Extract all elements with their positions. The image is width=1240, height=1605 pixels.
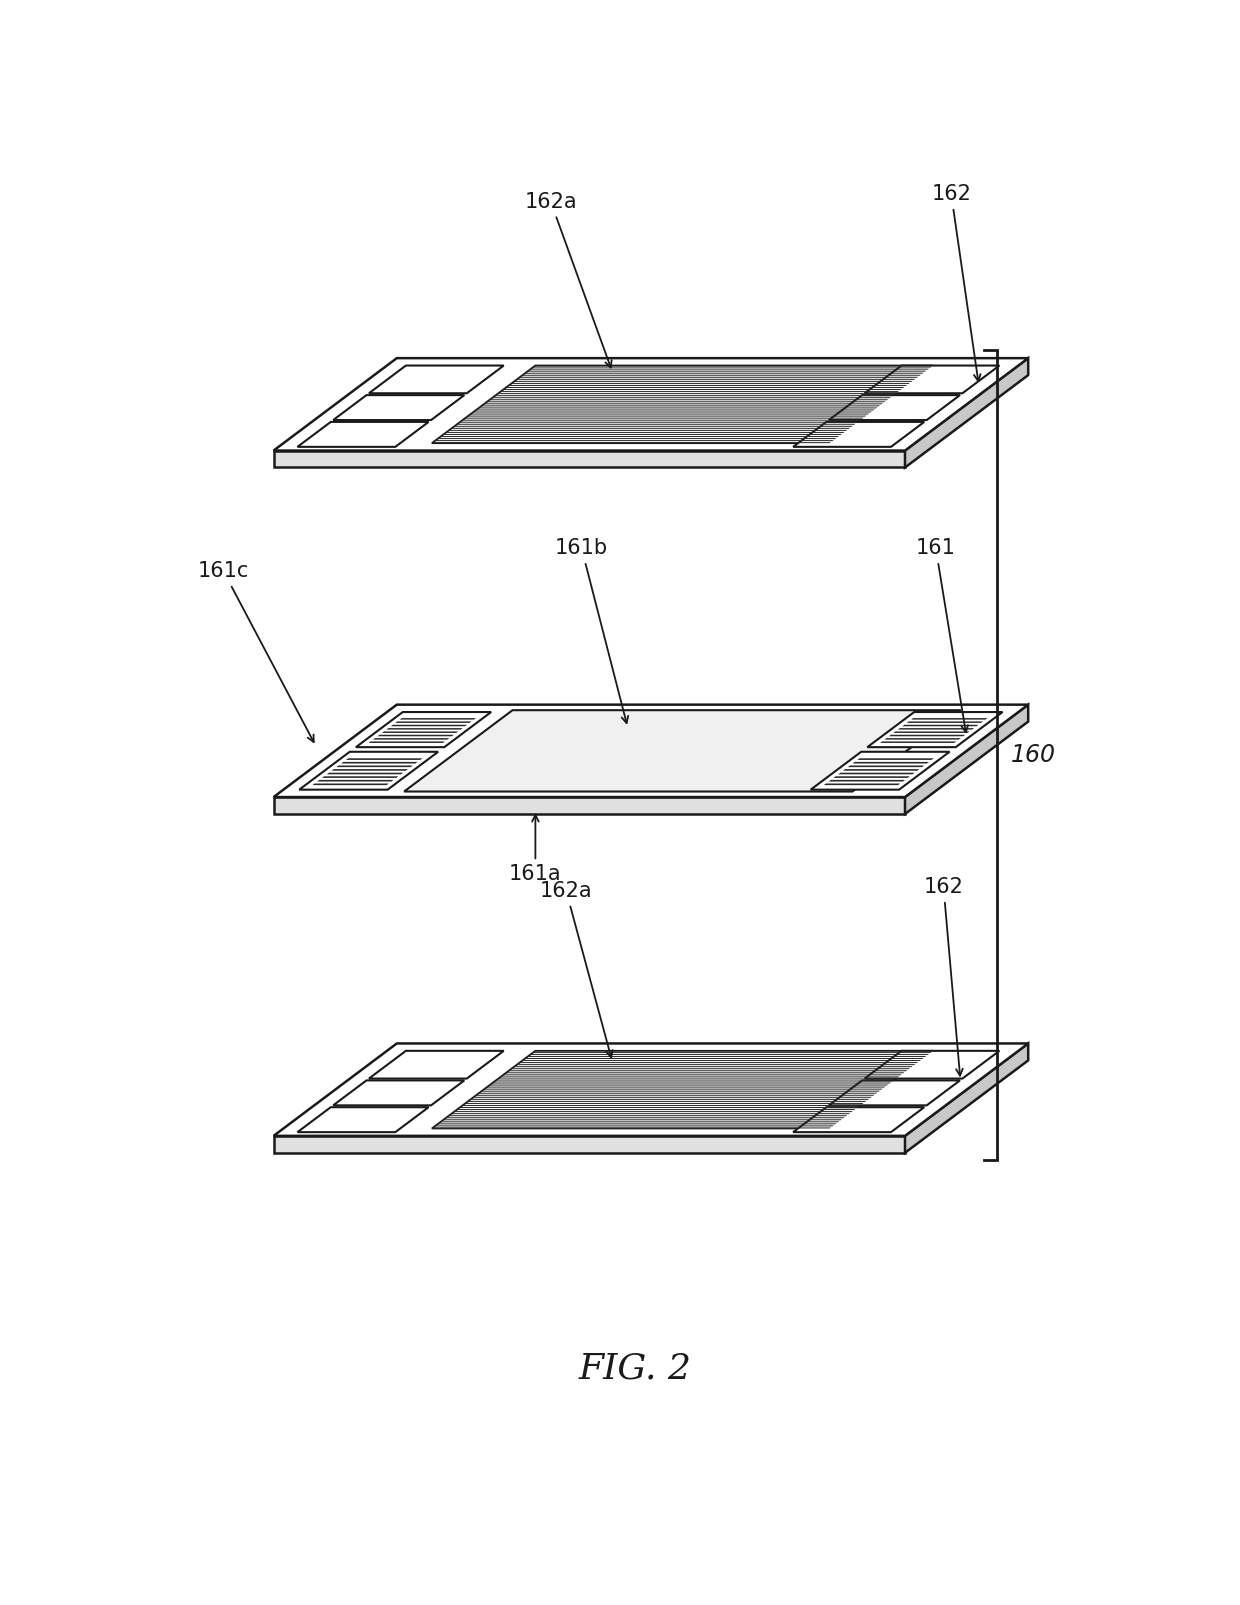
Polygon shape	[905, 1043, 1028, 1152]
Polygon shape	[298, 1107, 429, 1132]
Polygon shape	[322, 777, 398, 778]
Polygon shape	[828, 395, 960, 421]
Polygon shape	[853, 762, 929, 764]
Polygon shape	[368, 716, 479, 743]
Polygon shape	[864, 1051, 999, 1079]
Text: 161c: 161c	[198, 562, 314, 742]
Polygon shape	[312, 756, 425, 785]
Polygon shape	[327, 772, 403, 774]
Polygon shape	[833, 777, 910, 778]
Polygon shape	[370, 366, 503, 393]
Text: 160: 160	[1012, 743, 1056, 767]
Text: 161a: 161a	[510, 815, 562, 884]
Polygon shape	[404, 709, 961, 791]
Text: 162a: 162a	[525, 193, 611, 368]
Text: 162: 162	[931, 185, 981, 380]
Polygon shape	[432, 1051, 934, 1128]
Polygon shape	[432, 366, 934, 443]
Polygon shape	[843, 769, 919, 770]
Polygon shape	[299, 751, 438, 790]
Polygon shape	[867, 713, 1003, 748]
Text: 162: 162	[924, 878, 963, 1075]
Polygon shape	[274, 358, 1028, 451]
Polygon shape	[828, 780, 905, 782]
Polygon shape	[298, 422, 429, 446]
Polygon shape	[274, 1136, 905, 1152]
Text: FIG. 2: FIG. 2	[579, 1351, 692, 1385]
Polygon shape	[370, 1051, 503, 1079]
Polygon shape	[334, 395, 464, 421]
Polygon shape	[864, 366, 999, 393]
Polygon shape	[317, 780, 393, 782]
Polygon shape	[880, 716, 990, 743]
Polygon shape	[336, 766, 413, 767]
Polygon shape	[848, 766, 924, 767]
Polygon shape	[274, 1043, 1028, 1136]
Polygon shape	[794, 1107, 924, 1132]
Polygon shape	[823, 756, 936, 785]
Polygon shape	[312, 783, 389, 785]
Polygon shape	[823, 783, 900, 785]
Polygon shape	[794, 422, 924, 446]
Polygon shape	[274, 451, 905, 467]
Polygon shape	[341, 762, 418, 764]
Text: 161b: 161b	[556, 538, 629, 724]
Polygon shape	[811, 751, 950, 790]
Polygon shape	[346, 758, 423, 759]
Polygon shape	[334, 1080, 464, 1106]
Polygon shape	[274, 798, 905, 814]
Text: 161: 161	[916, 538, 968, 732]
Polygon shape	[828, 1080, 960, 1106]
Polygon shape	[331, 769, 408, 770]
Polygon shape	[356, 713, 491, 748]
Text: 162a: 162a	[539, 881, 613, 1058]
Polygon shape	[857, 758, 934, 759]
Polygon shape	[905, 705, 1028, 814]
Polygon shape	[838, 772, 915, 774]
Polygon shape	[274, 705, 1028, 798]
Polygon shape	[905, 358, 1028, 467]
